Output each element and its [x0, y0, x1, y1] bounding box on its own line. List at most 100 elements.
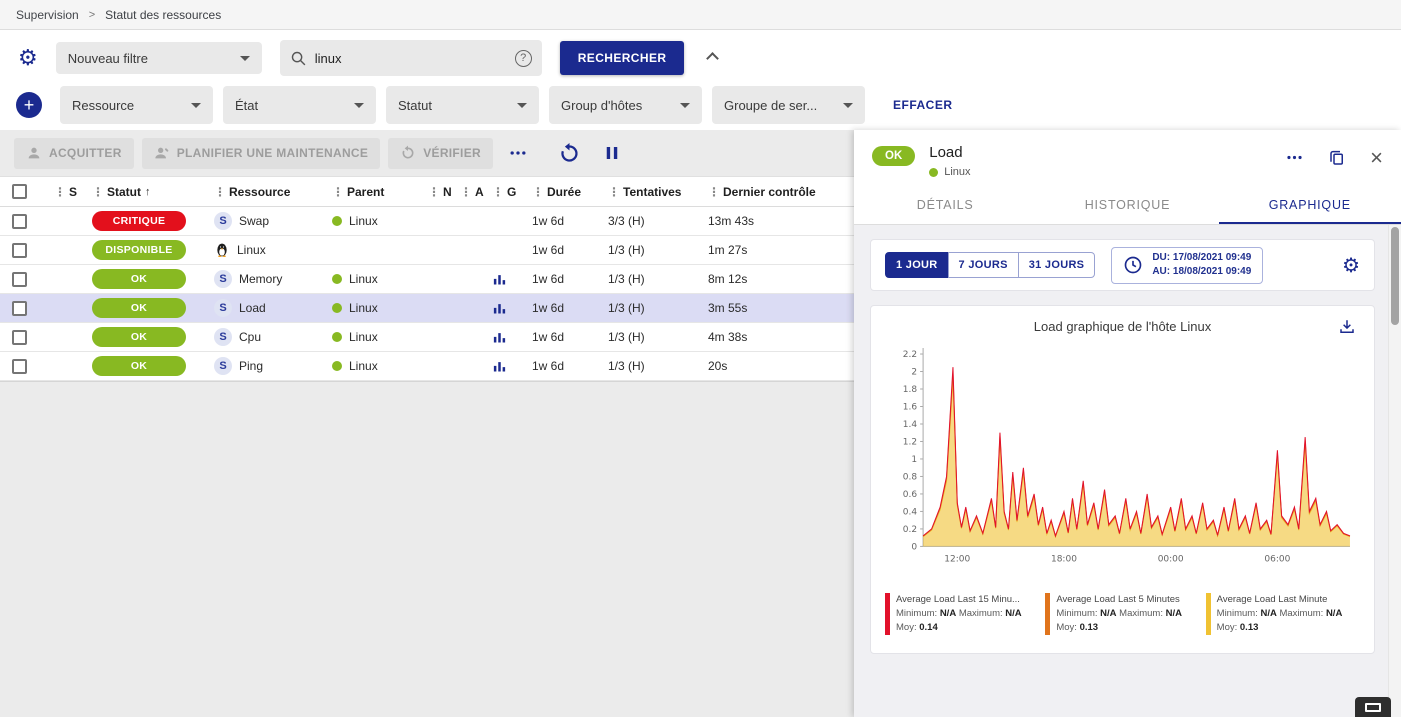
downtime-button[interactable]: PLANIFIER UNE MAINTENANCE — [141, 137, 381, 169]
column-header[interactable]: ⋮ Parent — [332, 184, 385, 199]
column-drag-icon[interactable]: ⋮ — [532, 184, 544, 199]
acknowledge-button[interactable]: ACQUITTER — [14, 137, 134, 169]
table-row[interactable]: OK S Cpu Linux 1w 6d 1/3 (H) 4m 38s — [0, 323, 854, 352]
criteria-select-servicegroup[interactable]: Groupe de ser... — [712, 86, 865, 124]
range-7days-button[interactable]: 7 JOURS — [947, 252, 1019, 278]
chevron-down-icon — [843, 102, 853, 108]
scrollbar-thumb[interactable] — [1391, 227, 1399, 325]
column-header[interactable]: ⋮ Ressource — [214, 184, 291, 199]
graph-icon[interactable] — [492, 330, 507, 345]
load-chart[interactable]: 0 0.2 0.4 0.6 0.8 1 1.2 1.4 1.6 1.8 2 2.2 12:00 18:00… — [879, 340, 1366, 589]
resource-cell[interactable]: S Ping — [214, 357, 332, 375]
range-1day-button[interactable]: 1 JOUR — [885, 252, 949, 278]
column-header[interactable]: ⋮ N — [428, 184, 452, 199]
breadcrumb-supervision[interactable]: Supervision — [16, 7, 79, 22]
more-actions-icon[interactable] — [501, 138, 535, 169]
column-header[interactable]: ⋮ Statut ↑ — [92, 184, 151, 199]
column-drag-icon[interactable]: ⋮ — [214, 184, 226, 199]
criteria-select-status[interactable]: Statut — [386, 86, 539, 124]
legend-item[interactable]: Average Load Last 5 Minutes Minimum: N/A … — [1045, 592, 1199, 636]
table-row[interactable]: DISPONIBLE Linux 1w 6d 1/3 (H) 1m 27s — [0, 236, 854, 265]
table-row[interactable]: OK S Memory Linux 1w 6d 1/3 (H) 8m 12s — [0, 265, 854, 294]
copy-link-icon[interactable] — [1328, 149, 1346, 167]
table-row[interactable]: CRITIQUE S Swap Linux 1w 6d 3/3 (H) 13m 43s — [0, 207, 854, 236]
date-range-picker[interactable]: DU: 17/08/2021 09:49 AU: 18/08/2021 09:4… — [1111, 246, 1264, 284]
resource-cell[interactable]: Linux — [214, 242, 332, 258]
row-checkbox[interactable] — [12, 329, 27, 345]
column-drag-icon[interactable]: ⋮ — [492, 184, 504, 199]
parent-cell[interactable]: Linux — [332, 272, 428, 286]
table-row[interactable]: OK S Ping Linux 1w 6d 1/3 (H) 20s — [0, 352, 854, 381]
column-header[interactable]: ⋮ Durée — [532, 184, 582, 199]
tab-graph[interactable]: GRAPHIQUE — [1218, 186, 1401, 224]
row-checkbox[interactable] — [12, 213, 27, 229]
graph-icon[interactable] — [492, 301, 507, 316]
pause-icon[interactable] — [595, 138, 629, 169]
row-checkbox[interactable] — [12, 358, 27, 374]
service-icon: S — [214, 357, 232, 375]
export-graph-icon[interactable] — [1338, 318, 1356, 341]
panel-parent-label[interactable]: Linux — [944, 166, 971, 178]
column-header[interactable]: ⋮ A — [460, 184, 484, 199]
resource-cell[interactable]: S Load — [214, 299, 332, 317]
column-drag-icon[interactable]: ⋮ — [708, 184, 720, 199]
column-drag-icon[interactable]: ⋮ — [428, 184, 440, 199]
graph-icon[interactable] — [492, 359, 507, 374]
search-box[interactable]: ? — [279, 40, 542, 76]
resource-cell[interactable]: S Memory — [214, 270, 332, 288]
legend-item[interactable]: Average Load Last Minute Minimum: N/A Max… — [1205, 592, 1360, 636]
search-button[interactable]: RECHERCHER — [559, 41, 685, 75]
graph-icon[interactable] — [492, 272, 507, 287]
filter-settings-gear-icon[interactable]: ⚙ — [18, 45, 38, 70]
parent-cell[interactable]: Linux — [332, 330, 428, 344]
range-31days-button[interactable]: 31 JOURS — [1017, 252, 1096, 278]
check-button[interactable]: VÉRIFIER — [388, 137, 493, 169]
tab-history[interactable]: HISTORIQUE — [1084, 198, 1171, 212]
column-header[interactable]: ⋮ G — [492, 184, 517, 199]
graph-title: Load graphique de l'hôte Linux — [1033, 319, 1212, 334]
panel-scrollbar[interactable] — [1388, 225, 1401, 717]
column-drag-icon[interactable]: ⋮ — [608, 184, 620, 199]
column-header[interactable]: ⋮ Tentatives — [608, 184, 682, 199]
column-drag-icon[interactable]: ⋮ — [54, 184, 66, 199]
row-checkbox[interactable] — [12, 300, 27, 316]
table-row[interactable]: OK S Load Linux 1w 6d 1/3 (H) 3m 55s — [0, 294, 854, 323]
search-input[interactable] — [314, 50, 507, 66]
search-help-icon[interactable]: ? — [514, 49, 532, 67]
screen-capture-widget[interactable] — [1355, 697, 1391, 717]
column-drag-icon[interactable]: ⋮ — [92, 184, 104, 199]
parent-cell[interactable]: Linux — [332, 214, 428, 228]
recheck-icon — [402, 145, 414, 159]
criteria-select-resource[interactable]: Ressource — [60, 86, 213, 124]
row-checkbox[interactable] — [12, 271, 27, 287]
parent-ok-dot — [929, 167, 939, 177]
select-all-checkbox[interactable] — [12, 184, 27, 199]
legend-color-bar — [1205, 592, 1211, 635]
criteria-select-hostgroup[interactable]: Group d'hôtes — [549, 86, 702, 124]
column-header[interactable]: ⋮ S — [54, 184, 78, 199]
row-checkbox[interactable] — [12, 242, 27, 258]
graph-settings-gear-icon[interactable]: ⚙ — [1342, 254, 1360, 277]
saved-filter-select[interactable]: Nouveau filtre — [55, 42, 262, 74]
criteria-select-state[interactable]: État — [223, 86, 376, 124]
refresh-icon[interactable] — [553, 138, 587, 169]
resource-cell[interactable]: S Swap — [214, 212, 332, 230]
collapse-filters-chevron-icon[interactable] — [706, 51, 720, 65]
add-criteria-button[interactable]: + — [16, 92, 42, 118]
clock-icon — [1124, 256, 1142, 274]
resource-cell[interactable]: S Cpu — [214, 328, 332, 346]
column-drag-icon[interactable]: ⋮ — [460, 184, 472, 199]
parent-cell[interactable]: Linux — [332, 301, 428, 315]
parent-cell[interactable]: Linux — [332, 359, 428, 373]
column-header[interactable]: ⋮ Dernier contrôle — [708, 184, 816, 199]
close-panel-icon[interactable]: × — [1370, 144, 1383, 170]
legend-item[interactable]: Average Load Last 15 Minu... Minimum: N/A… — [885, 592, 1039, 636]
tab-details[interactable]: DÉTAILS — [916, 198, 974, 212]
column-drag-icon[interactable]: ⋮ — [332, 184, 344, 199]
panel-more-actions-icon[interactable] — [1285, 148, 1304, 167]
service-icon: S — [214, 270, 232, 288]
tries-cell: 1/3 (H) — [608, 330, 645, 344]
downtime-label: PLANIFIER UNE MAINTENANCE — [176, 146, 369, 160]
clear-filters-button[interactable]: EFFACER — [893, 98, 953, 112]
